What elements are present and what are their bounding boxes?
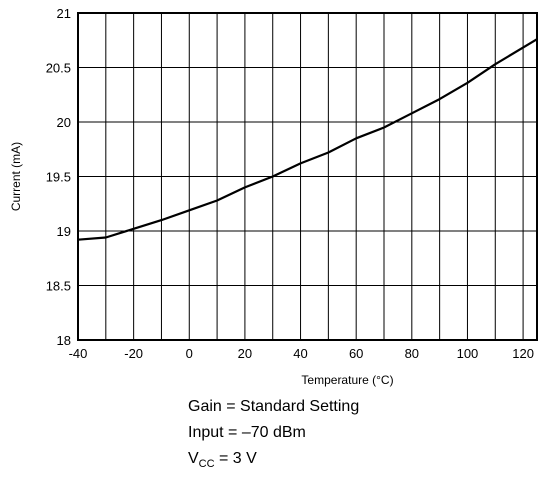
gain-note: Gain = Standard Setting xyxy=(188,398,360,415)
y-tick-label: 19.5 xyxy=(46,170,71,185)
vcc-subscript: CC xyxy=(198,458,215,471)
x-tick-label: -20 xyxy=(124,346,143,361)
grid xyxy=(78,13,537,340)
vcc-value: = 3 V xyxy=(214,450,257,467)
y-tick-label: 18.5 xyxy=(46,279,71,294)
x-tick-label: -40 xyxy=(69,346,88,361)
current-vs-temperature-chart: -40 -20 0 20 40 60 80 100 120 18 18.5 19 19.5 20 20.5 2… xyxy=(9,6,538,387)
vcc-note: VCC = 3 V xyxy=(188,446,359,477)
y-tick-label: 20 xyxy=(57,115,71,130)
x-tick-label: 0 xyxy=(186,346,193,361)
x-axis-label: Temperature (°C) xyxy=(301,373,393,387)
input-note: Input = –70 dBm xyxy=(188,424,306,441)
y-tick-label: 21 xyxy=(57,6,71,21)
current-series-line xyxy=(77,38,538,241)
x-tick-label: 60 xyxy=(349,346,363,361)
y-tick-label: 18 xyxy=(57,333,71,348)
y-tick-label: 20.5 xyxy=(46,61,71,76)
x-tick-label: 100 xyxy=(457,346,479,361)
plot-frame xyxy=(77,12,538,341)
y-tick-label: 19 xyxy=(57,224,71,239)
tick-labels: -40 -20 0 20 40 60 80 100 120 18 18.5 19 19.5 20 20.5 2… xyxy=(46,6,534,361)
x-tick-label: 20 xyxy=(238,346,252,361)
x-tick-label: 120 xyxy=(512,346,534,361)
x-tick-label: 40 xyxy=(293,346,307,361)
y-axis-label: Current (mA) xyxy=(9,142,23,211)
vcc-symbol: V xyxy=(188,450,199,467)
data-series xyxy=(77,38,538,241)
x-tick-label: 80 xyxy=(405,346,419,361)
test-conditions: Gain = Standard Setting Input = –70 dBm … xyxy=(188,394,359,477)
